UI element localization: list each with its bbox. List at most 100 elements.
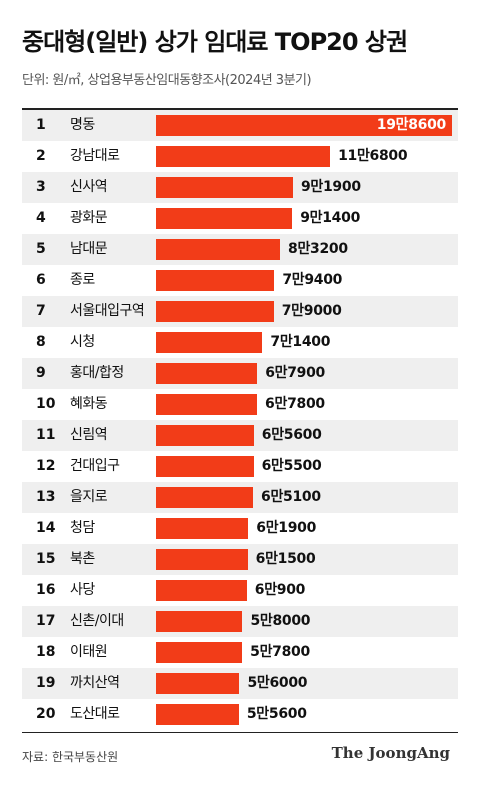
bar [156, 332, 263, 353]
category-label: 이태원 [70, 644, 108, 660]
category-label: 서울대입구역 [70, 303, 145, 319]
category-label: 을지로 [70, 489, 108, 505]
value-label: 5만8000 [250, 613, 311, 629]
value-label: 6만5600 [261, 427, 322, 443]
bar-row: 15 북촌 6만1500 [22, 544, 458, 575]
category-label: 강남대로 [70, 148, 120, 164]
category-label: 건대입구 [70, 458, 120, 474]
category-label: 광화문 [70, 210, 108, 226]
rank-label: 2 [36, 148, 46, 164]
category-label: 종로 [70, 272, 95, 288]
bar [156, 518, 249, 539]
rank-label: 1 [36, 117, 46, 133]
value-label: 7만9000 [281, 303, 342, 319]
category-label: 까치산역 [70, 675, 120, 691]
rank-label: 18 [36, 644, 56, 660]
bar [156, 239, 280, 260]
value-label: 6만1900 [256, 520, 317, 536]
rank-label: 3 [36, 179, 46, 195]
bar-row: 17 신촌/이대 5만8000 [22, 606, 458, 637]
category-label: 신사역 [70, 179, 108, 195]
rank-label: 16 [36, 582, 56, 598]
category-label: 사당 [70, 582, 95, 598]
category-label: 시청 [70, 334, 95, 350]
rank-label: 12 [36, 458, 56, 474]
value-label: 7만1400 [270, 334, 331, 350]
value-label: 6만5500 [261, 458, 322, 474]
bar [156, 611, 243, 632]
bar-row: 18 이태원 5만7800 [22, 637, 458, 668]
category-label: 명동 [70, 117, 95, 133]
bar-row: 14 청담 6만1900 [22, 513, 458, 544]
bar [156, 177, 293, 198]
bar-row: 12 건대입구 6만5500 [22, 451, 458, 482]
rank-label: 5 [36, 241, 46, 257]
value-label: 9만1400 [300, 210, 361, 226]
rank-label: 15 [36, 551, 56, 567]
publisher-logo: The JoongAng [331, 744, 450, 762]
bar-row: 9 홍대/합정 6만7900 [22, 358, 458, 389]
bar [156, 425, 254, 446]
bar [156, 549, 248, 570]
bar [156, 456, 254, 477]
value-label: 6만7900 [265, 365, 325, 381]
category-label: 북촌 [70, 551, 95, 567]
category-label: 신촌/이대 [70, 613, 124, 629]
bar [156, 704, 239, 725]
bar-row: 4 광화문 9만1400 [22, 203, 458, 234]
chart-title: 중대형(일반) 상가 임대료 TOP20 상권 [22, 28, 408, 56]
top-divider [22, 108, 458, 110]
bar [156, 363, 258, 384]
bar [156, 487, 254, 508]
bar [156, 270, 275, 291]
value-label: 19만8600 [376, 117, 447, 133]
bar-row: 16 사당 6만900 [22, 575, 458, 606]
bar [156, 394, 258, 415]
bar-row: 6 종로 7만9400 [22, 265, 458, 296]
value-label: 6만5100 [261, 489, 321, 505]
bar-row: 5 남대문 8만3200 [22, 234, 458, 265]
rank-label: 17 [36, 613, 56, 629]
rank-label: 11 [36, 427, 56, 443]
bar-row: 13 을지로 6만5100 [22, 482, 458, 513]
bar [156, 580, 247, 601]
rank-label: 19 [36, 675, 56, 691]
rank-label: 7 [36, 303, 46, 319]
rank-label: 8 [36, 334, 46, 350]
chart-subtitle: 단위: 원/㎡, 상업용부동산임대동향조사(2024년 3분기) [22, 73, 312, 88]
value-label: 9만1900 [300, 179, 361, 195]
bar [156, 642, 243, 663]
bar-row: 3 신사역 9만1900 [22, 172, 458, 203]
bar [156, 208, 293, 229]
bar [156, 673, 240, 694]
value-label: 6만1500 [255, 551, 316, 567]
bar-row: 8 시청 7만1400 [22, 327, 458, 358]
bar-row: 7 서울대입구역 7만9000 [22, 296, 458, 327]
rank-label: 14 [36, 520, 56, 536]
bar-row: 2 강남대로 11만6800 [22, 141, 458, 172]
category-label: 도산대로 [70, 706, 120, 722]
bar [156, 115, 452, 136]
rank-label: 13 [36, 489, 56, 505]
bar-row: 20 도산대로 5만5600 [22, 699, 458, 730]
rank-label: 4 [36, 210, 46, 226]
source-note: 자료: 한국부동산원 [22, 750, 119, 764]
rank-label: 10 [36, 396, 56, 412]
category-label: 혜화동 [70, 396, 108, 412]
category-label: 남대문 [70, 241, 108, 257]
value-label: 5만7800 [250, 644, 310, 660]
value-label: 11만6800 [338, 148, 408, 164]
bar [156, 146, 331, 167]
bar-row: 1 명동 19만8600 [22, 110, 458, 141]
bar-chart: 1 명동 19만8600 2 강남대로 11만6800 3 신사역 9만1900 4 광화문 9만14… [22, 110, 458, 730]
value-label: 6만7800 [265, 396, 325, 412]
value-label: 5만5600 [246, 706, 307, 722]
bar-row: 10 혜화동 6만7800 [22, 389, 458, 420]
bar-row: 19 까치산역 5만6000 [22, 668, 458, 699]
bar [156, 301, 274, 322]
category-label: 신림역 [70, 427, 108, 443]
bottom-divider [22, 732, 458, 733]
category-label: 홍대/합정 [70, 365, 124, 381]
value-label: 7만9400 [282, 272, 343, 288]
rank-label: 6 [36, 272, 46, 288]
